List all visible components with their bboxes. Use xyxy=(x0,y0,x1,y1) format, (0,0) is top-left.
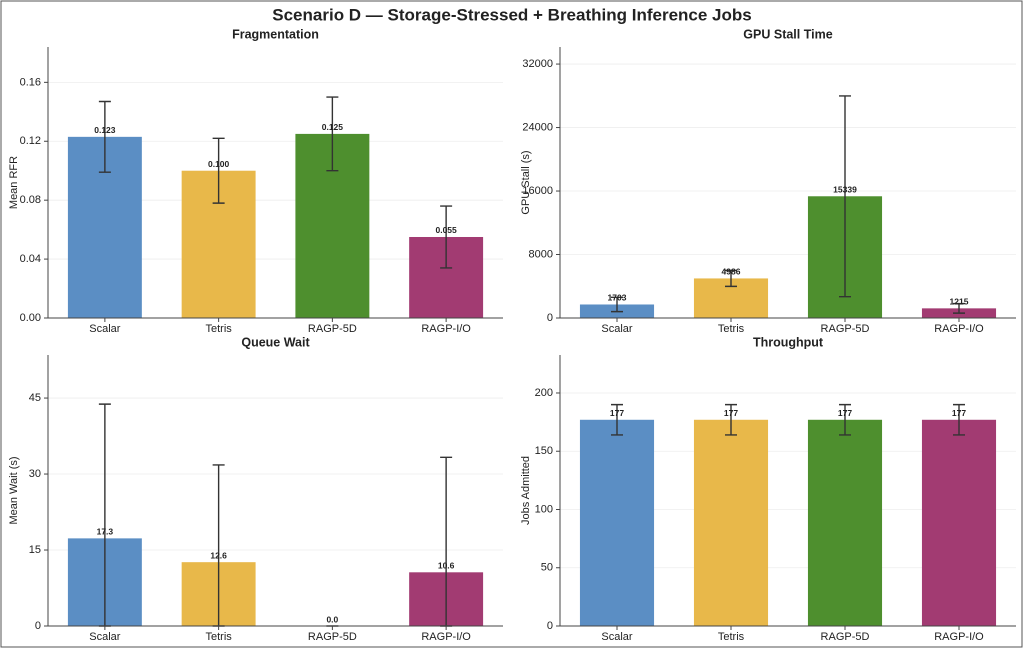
x-tick-label: RAGP-5D xyxy=(308,631,357,643)
x-tick-label: Scalar xyxy=(601,323,633,335)
y-axis-label: Jobs Admitted xyxy=(520,456,532,525)
y-axis-label: Mean Wait (s) xyxy=(8,456,20,524)
x-tick-label: Tetris xyxy=(718,323,745,335)
y-tick-label: 15 xyxy=(29,544,41,556)
y-axis-label: GPU Stall (s) xyxy=(520,150,532,214)
error-bar xyxy=(725,269,737,288)
y-axis-label: Mean RFR xyxy=(8,156,20,209)
y-tick-label: 30 xyxy=(29,468,41,480)
x-tick-label: RAGP-I/O xyxy=(934,631,984,643)
x-tick-label: RAGP-I/O xyxy=(421,631,471,643)
y-tick-label: 0.16 xyxy=(20,76,41,88)
y-tick-label: 0 xyxy=(547,312,553,324)
y-tick-label: 100 xyxy=(535,503,553,515)
y-tick-label: 8000 xyxy=(529,248,553,260)
value-label: 12.6 xyxy=(210,550,227,560)
y-tick-label: 24000 xyxy=(522,121,553,133)
y-tick-label: 0.08 xyxy=(20,194,41,206)
value-label: 177 xyxy=(724,408,738,418)
y-tick-label: 50 xyxy=(541,562,553,574)
bar xyxy=(693,419,769,626)
x-tick-label: RAGP-I/O xyxy=(421,323,471,335)
error-bar xyxy=(98,100,111,173)
value-label: 0.0 xyxy=(326,614,338,624)
y-tick-label: 32000 xyxy=(522,58,553,70)
y-tick-label: 0.12 xyxy=(20,135,41,147)
error-bar xyxy=(611,403,623,436)
panel-title: Queue Wait xyxy=(241,335,310,349)
value-label: 0.125 xyxy=(322,122,344,132)
y-tick-label: 16000 xyxy=(522,185,553,197)
y-tick-label: 0 xyxy=(35,620,41,632)
value-label: 10.6 xyxy=(438,561,455,571)
x-tick-label: RAGP-5D xyxy=(821,323,870,335)
panel-title: Fragmentation xyxy=(232,27,319,41)
y-tick-label: 150 xyxy=(535,445,553,457)
x-tick-label: RAGP-5D xyxy=(821,631,870,643)
error-bar xyxy=(326,96,339,172)
value-label: 177 xyxy=(838,408,852,418)
value-label: 0.055 xyxy=(435,225,457,235)
panel-title: Throughput xyxy=(753,335,824,349)
error-bar xyxy=(212,137,225,204)
x-tick-label: Tetris xyxy=(718,631,745,643)
value-label: 177 xyxy=(610,408,624,418)
error-bar xyxy=(440,205,453,269)
x-tick-label: Tetris xyxy=(205,323,232,335)
value-label: 0.123 xyxy=(94,125,116,135)
x-tick-label: RAGP-5D xyxy=(308,323,357,335)
x-tick-label: RAGP-I/O xyxy=(934,323,984,335)
x-tick-label: Scalar xyxy=(89,323,121,335)
error-bar xyxy=(725,403,737,436)
error-bar xyxy=(839,95,851,298)
value-label: 1703 xyxy=(608,293,627,303)
bar xyxy=(579,419,655,626)
error-bar xyxy=(953,403,965,436)
error-bar xyxy=(611,296,623,313)
x-tick-label: Scalar xyxy=(89,631,121,643)
figure-title: Scenario D — Storage-Stressed + Breathin… xyxy=(272,5,751,24)
y-tick-label: 0 xyxy=(547,620,553,632)
value-label: 177 xyxy=(952,408,966,418)
x-tick-label: Scalar xyxy=(601,631,633,643)
value-label: 0.100 xyxy=(208,159,230,169)
y-tick-label: 45 xyxy=(29,392,41,404)
y-tick-label: 200 xyxy=(535,387,553,399)
error-bar xyxy=(953,302,965,314)
bar xyxy=(807,419,883,626)
value-label: 15339 xyxy=(833,185,857,195)
bar xyxy=(921,419,997,626)
y-tick-label: 0.00 xyxy=(20,312,41,324)
x-tick-label: Tetris xyxy=(205,631,232,643)
value-label: 4986 xyxy=(722,267,741,277)
panel-title: GPU Stall Time xyxy=(743,27,832,41)
value-label: 1215 xyxy=(950,297,969,307)
y-tick-label: 0.04 xyxy=(20,253,41,265)
error-bar xyxy=(839,403,851,436)
value-label: 17.3 xyxy=(97,527,114,537)
